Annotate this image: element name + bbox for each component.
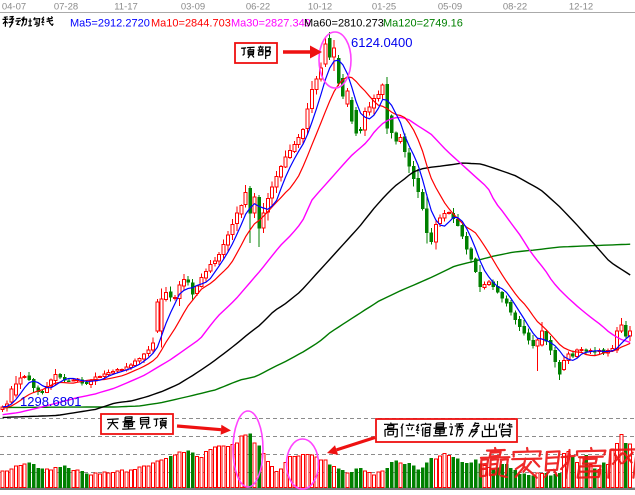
svg-text:Ma120=2749.16: Ma120=2749.16 bbox=[383, 18, 463, 30]
svg-text:Ma5=2912.2720: Ma5=2912.2720 bbox=[70, 18, 150, 30]
svg-text:01-25: 01-25 bbox=[372, 2, 396, 13]
svg-text:06-22: 06-22 bbox=[246, 2, 270, 13]
svg-text:11-17: 11-17 bbox=[114, 2, 138, 13]
svg-text:05-09: 05-09 bbox=[438, 2, 462, 13]
svg-text:12-12: 12-12 bbox=[569, 2, 593, 13]
svg-text:03-09: 03-09 bbox=[181, 2, 205, 13]
svg-text:07-28: 07-28 bbox=[54, 2, 78, 13]
svg-text:6124.0400: 6124.0400 bbox=[351, 35, 412, 50]
svg-text:Ma30=2827.349: Ma30=2827.349 bbox=[231, 18, 311, 30]
svg-text:04-07: 04-07 bbox=[2, 2, 26, 13]
svg-text:1298.6801: 1298.6801 bbox=[20, 394, 81, 409]
svg-text:Ma10=2844.703: Ma10=2844.703 bbox=[151, 18, 231, 30]
svg-text:Ma60=2810.273: Ma60=2810.273 bbox=[304, 18, 384, 30]
svg-text:08-22: 08-22 bbox=[503, 2, 527, 13]
svg-text:10-12: 10-12 bbox=[308, 2, 332, 13]
